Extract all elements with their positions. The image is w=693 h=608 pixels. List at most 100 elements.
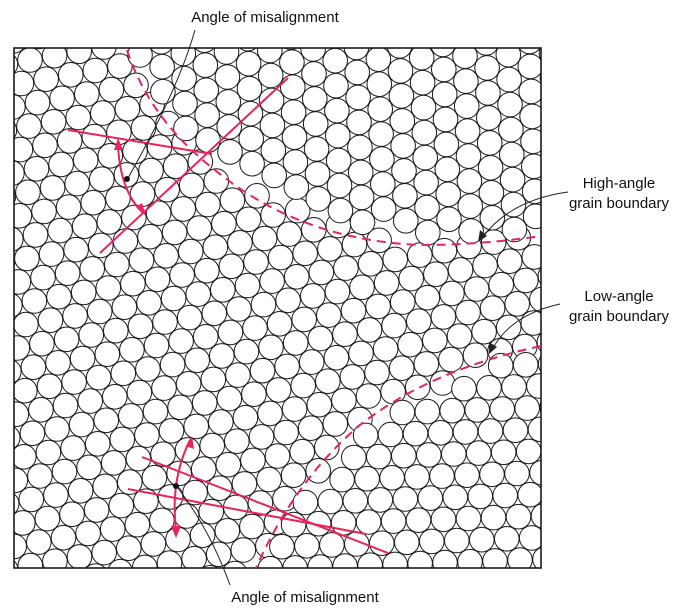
atom-b [216,114,242,140]
atom-a [118,403,144,429]
atom-c [455,505,482,532]
atom-b [194,102,220,128]
atom-b [455,143,482,169]
atom-b [259,112,286,139]
atom-c [530,503,541,529]
atom-a [504,291,531,317]
atom-b [393,208,419,234]
atom-b [173,115,199,142]
atom-a [100,450,127,476]
atom-b [391,158,417,184]
atom-a [72,147,99,173]
atom-a [14,510,36,536]
leader-line-high-angle [481,191,569,239]
atom-a [348,340,374,367]
atom-a [202,234,229,260]
atom-a [242,315,268,341]
atom-b [521,153,541,180]
atom-b [431,81,458,108]
atom-c [407,550,433,568]
atom-c [439,397,466,424]
atom-b [518,78,541,105]
atom-a [274,353,300,380]
atom-c [505,503,532,530]
atom-b [457,193,484,219]
atom-c [357,552,383,568]
atom-b [367,96,394,122]
atom-a [83,497,110,523]
atom-c [518,525,541,551]
atom-a [51,20,76,45]
atom-a [149,507,175,534]
atom-a [45,350,71,376]
atom-b [127,48,153,68]
atom-b [346,109,372,136]
atom-a [297,415,324,442]
atom-b [474,48,498,56]
atom-b [127,18,152,43]
atom-a [260,202,286,228]
atom-b [477,155,504,181]
atom-b [284,48,298,50]
atom-a [248,424,275,450]
atom-b [260,137,287,164]
atom-b [409,69,436,96]
atom-a [78,322,104,348]
atom-a [52,392,79,419]
atom-a [365,293,391,320]
atom-a [89,166,115,192]
atom-a [103,317,129,344]
atom-b [150,48,173,55]
atom-c [402,420,429,447]
atom-b [408,48,435,71]
atom-a [239,513,265,540]
atom-a [56,128,83,154]
atom-c [354,465,380,492]
atom-b [305,186,332,212]
atom-b [172,90,198,117]
atom-b [322,48,348,74]
atom-a [140,531,167,557]
atom-a [59,501,85,528]
atom-c [382,551,408,568]
atom-a [108,492,135,519]
atom-a [201,300,228,327]
atom-c [457,548,483,568]
atom-a [119,337,145,363]
atom-b [454,118,481,144]
atom-a [223,560,247,568]
atom-a [414,284,441,311]
atom-b [282,149,309,175]
atom-a [14,293,23,318]
atom-a [91,48,117,60]
atom-a [195,191,221,218]
atom-b [499,166,526,193]
atom-c [479,461,505,488]
atom-a [181,545,207,568]
atom-a [149,574,174,599]
atom-b [456,168,483,194]
atom-a [91,539,117,566]
atom-b [474,55,500,81]
atom-c [496,570,521,595]
label-low-angle-line1: Low-angle [584,288,654,305]
arrowhead [114,138,123,150]
atom-b [368,121,394,147]
atom-c [392,486,419,512]
atom-c [416,442,442,468]
atom-c [429,463,455,489]
atom-c [446,572,471,597]
arrowhead [136,203,146,216]
atom-a [463,276,490,302]
atom-a [32,132,58,159]
atom-a [28,397,54,423]
atom-c [444,527,470,554]
atom-c [369,530,395,557]
atom-a [88,232,114,259]
atom-a [123,72,149,99]
atom-b [411,119,438,146]
atom-a [160,285,187,312]
atom-b [409,20,434,45]
atom-c [319,532,345,558]
atom-a [153,243,179,269]
